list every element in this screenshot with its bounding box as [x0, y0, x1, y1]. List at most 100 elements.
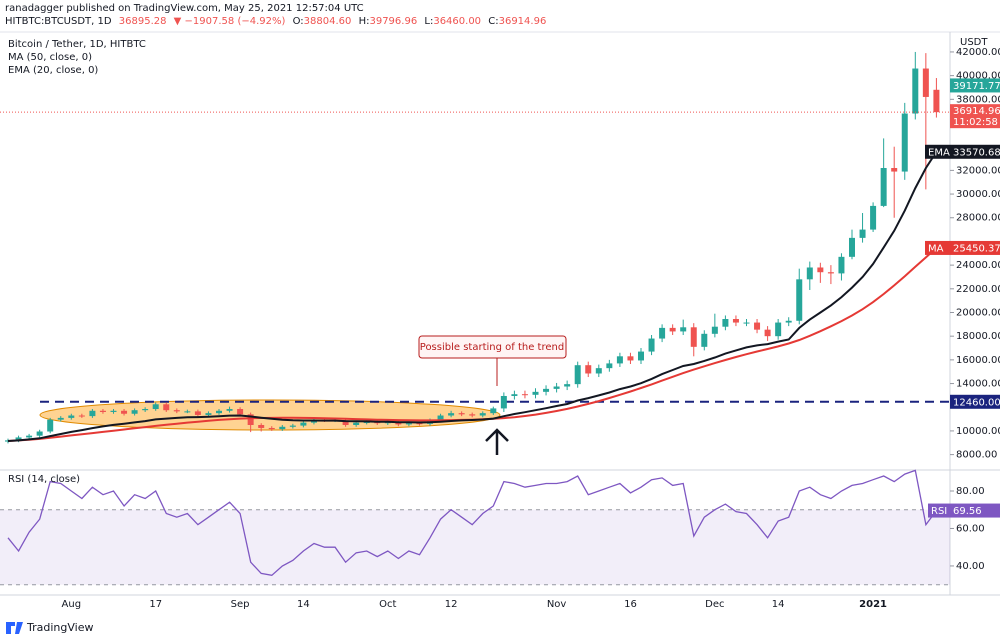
- ohlc-label: O:: [293, 16, 304, 27]
- candle-body: [405, 423, 412, 425]
- candle-body: [479, 413, 486, 416]
- candle-body: [416, 423, 423, 425]
- candle-body: [711, 326, 718, 334]
- candle-body: [289, 425, 296, 427]
- candle-body: [68, 415, 75, 418]
- ohlc-label: H:: [359, 16, 370, 27]
- price-tag-text: 39171.77: [953, 81, 1000, 92]
- rsi-title: RSI (14, close): [8, 474, 80, 485]
- y-tick-label: 28000.00: [956, 213, 1000, 224]
- candle-body: [669, 327, 676, 332]
- x-tick-label: 17: [149, 599, 162, 610]
- candle-body: [859, 229, 866, 238]
- candle-body: [342, 420, 349, 425]
- candle-body: [216, 410, 222, 414]
- last-price: 36895.28: [119, 16, 167, 27]
- candle-body: [616, 356, 623, 364]
- candle-body: [933, 89, 940, 113]
- candle-body: [300, 422, 307, 426]
- candle-body: [173, 410, 180, 412]
- candle-body: [827, 272, 834, 274]
- x-tick-label: Dec: [705, 599, 724, 610]
- callout-text: Possible starting of the trend: [420, 342, 564, 353]
- x-tick-label: Oct: [379, 599, 396, 610]
- x-tick-label: 2021: [859, 599, 887, 610]
- candle-body: [659, 327, 666, 339]
- candle-body: [511, 394, 518, 396]
- candle-body: [99, 410, 106, 412]
- footer-logo: TradingView: [6, 621, 93, 634]
- candle-body: [363, 422, 370, 424]
- candle-body: [437, 415, 444, 421]
- price-tag-text: MA: [928, 243, 944, 254]
- candle-body: [226, 409, 233, 411]
- y-tick-label: 40000.00: [956, 71, 1000, 82]
- y-tick-label: 14000.00: [956, 379, 1000, 390]
- legend-entry: EMA (20, close, 0): [8, 65, 98, 76]
- candle-body: [690, 327, 697, 347]
- candle-body: [521, 394, 528, 396]
- candle-body: [722, 319, 729, 327]
- chart-title: Bitcoin / Tether, 1D, HITBTC: [8, 39, 146, 50]
- price-tag-bg: [950, 394, 1000, 409]
- y-tick-label: 60.00: [956, 523, 985, 534]
- candle-body: [131, 410, 138, 414]
- candle-body: [785, 320, 792, 323]
- ohlc-value: 36914.96: [499, 16, 547, 27]
- rsi-line: [7, 469, 937, 576]
- ohlc-value: 38804.60: [304, 16, 352, 27]
- callout-box: [418, 335, 567, 359]
- last-price-tag-bg: [950, 104, 1000, 129]
- candle-body: [870, 205, 877, 230]
- symbol: HITBTC:BTCUSDT, 1D: [5, 16, 112, 27]
- price-tag-text: 12460.00: [953, 397, 1000, 408]
- candle-body: [817, 267, 824, 273]
- annotation-layer: Possible starting of the trend Bitcoin /…: [8, 39, 950, 518]
- price-tag-bg: [950, 240, 1000, 255]
- price-tag-text: 25450.37: [953, 243, 1000, 254]
- price-tag-bg: [950, 144, 1000, 159]
- y-tick-label: 40.00: [956, 561, 985, 572]
- candle-body: [838, 256, 845, 274]
- candle-body: [353, 422, 360, 425]
- x-tick-label: Nov: [547, 599, 567, 610]
- candle-body: [764, 329, 771, 337]
- y-tick-label: 16000.00: [956, 355, 1000, 366]
- price-tag-bg: [925, 144, 950, 159]
- candle-body: [564, 384, 571, 387]
- price-tag-text: 33570.68: [953, 147, 1000, 158]
- candle-body: [574, 365, 581, 385]
- legend-entry: MA (50, close, 0): [8, 52, 92, 63]
- candle-body: [47, 419, 54, 432]
- brand: TradingView: [26, 621, 93, 634]
- candle-body: [152, 404, 159, 410]
- candle-body: [912, 68, 919, 114]
- candle-body: [490, 408, 497, 414]
- y-tick-label: 42000.00: [956, 47, 1000, 58]
- candle-body: [163, 404, 170, 411]
- indicator-line: [7, 151, 938, 442]
- y-tick-label: 30000.00: [956, 189, 1000, 200]
- y-tick-label: 18000.00: [956, 331, 1000, 342]
- quote-line: HITBTC:BTCUSDT, 1D 36895.28 ▼ −1907.58 (…: [5, 16, 546, 27]
- price-tag-text: RSI: [931, 506, 947, 517]
- candle-body: [89, 410, 96, 417]
- candle-body: [606, 363, 613, 369]
- candle-body: [500, 395, 507, 409]
- logo-icon: [6, 622, 23, 634]
- candle-body: [279, 426, 286, 430]
- y-tick-label: 32000.00: [956, 165, 1000, 176]
- candle-body: [891, 168, 898, 172]
- y-tick-label: 80.00: [956, 486, 985, 497]
- price-tag-bg: [928, 503, 950, 518]
- candle-body: [36, 431, 43, 436]
- ohlc-label: C:: [488, 16, 498, 27]
- candle-body: [78, 415, 85, 417]
- candle-body: [743, 322, 750, 324]
- candle-body: [680, 327, 687, 332]
- candle-body: [543, 388, 550, 392]
- marks-layer: [0, 51, 950, 586]
